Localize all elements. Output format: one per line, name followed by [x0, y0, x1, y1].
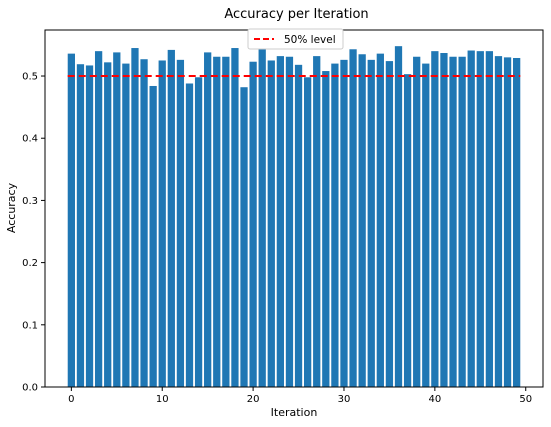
bar-29 [331, 63, 339, 388]
chart-title: Accuracy per Iteration [224, 7, 368, 22]
x-tick-label: 0 [68, 394, 74, 405]
bar-34 [376, 53, 384, 387]
y-tick-label: 0.4 [22, 134, 38, 145]
y-axis-label: Accuracy [5, 182, 18, 233]
bar-41 [440, 53, 448, 387]
x-tick-label: 30 [338, 394, 351, 405]
legend-box [247, 28, 344, 50]
bar-47 [494, 56, 503, 388]
bar-8 [140, 59, 148, 387]
x-tick-label: 40 [428, 394, 441, 405]
bar-38 [413, 56, 421, 388]
bar-20 [249, 61, 257, 387]
bar-37 [403, 74, 412, 387]
bar-0 [67, 53, 75, 387]
bar-13 [185, 83, 194, 388]
y-tick-label: 0.0 [22, 383, 38, 394]
bar-36 [394, 46, 403, 388]
bar-15 [204, 52, 212, 387]
bar-1 [76, 64, 85, 388]
bar-35 [385, 61, 394, 387]
x-tick-label: 10 [156, 394, 169, 405]
bar-17 [222, 56, 230, 388]
bar-46 [485, 51, 494, 388]
bar-9 [149, 85, 157, 387]
bar-48 [503, 57, 512, 388]
y-tick-label: 0.1 [22, 320, 38, 331]
bar-10 [158, 60, 166, 387]
bar-27 [313, 56, 321, 388]
bar-16 [213, 56, 221, 388]
bar-3 [94, 51, 103, 388]
bar-25 [294, 64, 303, 387]
y-tick-label: 0.3 [22, 196, 38, 207]
bar-6 [122, 63, 130, 388]
y-tick-label: 0.2 [22, 258, 38, 269]
bar-40 [431, 51, 439, 388]
y-ticks-group: 0.0 0.1 0.2 0.3 0.4 0.5 [22, 72, 45, 394]
bar-43 [458, 56, 466, 388]
bar-5 [113, 52, 121, 387]
bar-7 [131, 48, 139, 387]
bars-group [67, 46, 521, 388]
x-axis-label: Iteration [271, 406, 318, 419]
bar-39 [422, 63, 430, 388]
legend-label: 50% level [284, 34, 336, 46]
bar-30 [340, 59, 348, 387]
bar-4 [104, 62, 112, 388]
bar-42 [449, 56, 457, 388]
bar-14 [194, 77, 203, 388]
x-tick-label: 20 [247, 394, 260, 405]
x-tick-label: 50 [519, 394, 532, 405]
bar-24 [285, 56, 294, 388]
bar-19 [240, 87, 248, 387]
bar-11 [167, 49, 175, 388]
bar-28 [322, 71, 330, 388]
bar-26 [304, 77, 312, 388]
bar-2 [85, 65, 94, 387]
bar-33 [367, 59, 375, 387]
x-ticks-group: 0 10 20 30 40 50 [68, 387, 532, 405]
bar-45 [476, 51, 484, 388]
bar-32 [358, 54, 366, 387]
bar-12 [176, 59, 185, 387]
bar-21 [258, 48, 266, 387]
bar-31 [349, 49, 357, 387]
bar-44 [467, 50, 475, 388]
y-tick-label: 0.5 [22, 72, 38, 83]
bar-22 [267, 60, 275, 387]
bar-23 [276, 56, 284, 388]
bar-49 [513, 57, 521, 388]
bar-18 [231, 48, 239, 387]
legend: 50% level [247, 28, 344, 50]
